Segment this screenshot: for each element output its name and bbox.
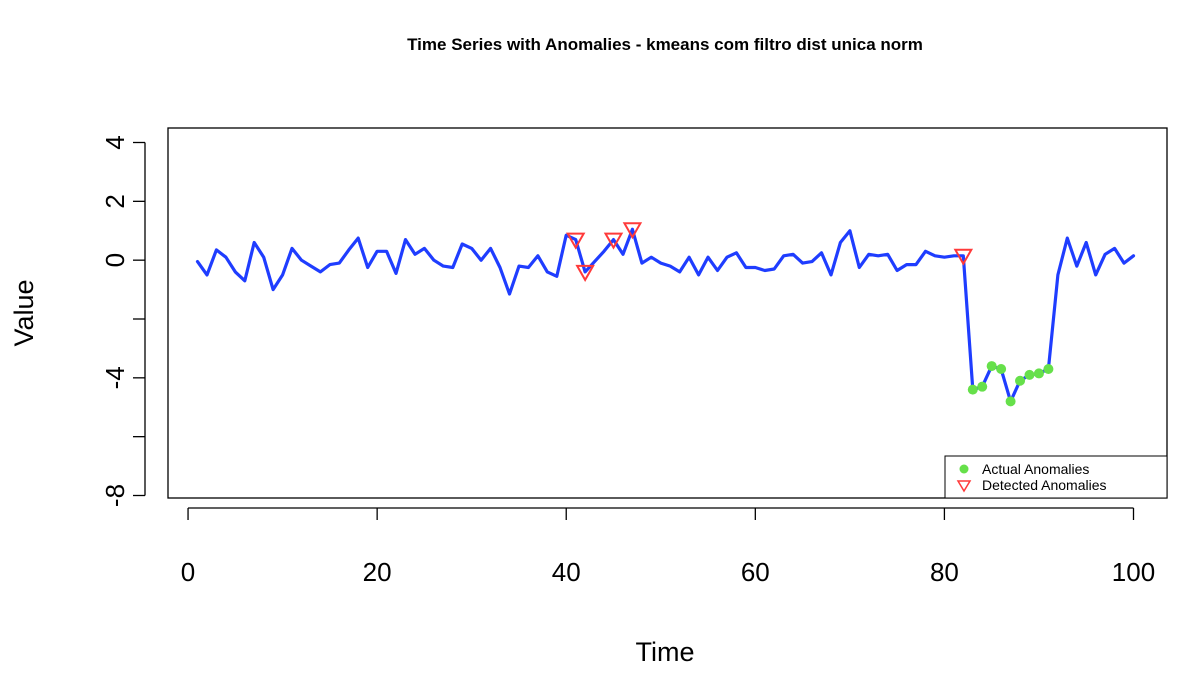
x-tick-label: 60 — [741, 557, 770, 587]
actual-anomaly-point — [1043, 364, 1054, 375]
legend-actual-marker — [959, 464, 969, 474]
y-tick-label: 2 — [100, 194, 130, 208]
actual-anomaly-point — [1024, 369, 1035, 380]
detected-anomaly-point — [622, 222, 643, 240]
x-tick-label: 80 — [930, 557, 959, 587]
x-tick-label: 0 — [181, 557, 195, 587]
detected-anomaly-point — [565, 232, 586, 250]
x-axis: 0 20 40 60 80 100 — [181, 507, 1155, 587]
actual-anomaly-point — [1005, 396, 1016, 407]
plot-frame — [167, 127, 1168, 499]
chart-title: Time Series with Anomalies - kmeans com … — [407, 35, 923, 54]
legend-actual-label: Actual Anomalies — [982, 461, 1089, 477]
detected-anomaly-point — [953, 248, 974, 266]
series-line — [195, 227, 1136, 403]
x-tick-label: 100 — [1112, 557, 1155, 587]
actual-anomaly-point — [1015, 375, 1026, 386]
actual-anomaly-point — [967, 384, 978, 395]
legend-detected-label: Detected Anomalies — [982, 477, 1107, 493]
y-tick-label: 4 — [100, 135, 130, 149]
x-tick-label: 40 — [552, 557, 581, 587]
detected-anomaly-point — [575, 264, 595, 282]
actual-anomaly-point — [986, 361, 997, 372]
legend-box — [944, 455, 1168, 499]
actual-anomaly-point — [1033, 368, 1044, 379]
y-axis: -8 -4 0 2 4 — [100, 135, 146, 507]
y-tick-label: 0 — [100, 253, 130, 267]
y-tick-label: -8 — [100, 484, 130, 507]
x-axis-label: Time — [636, 637, 695, 667]
actual-anomaly-point — [977, 381, 988, 392]
detected-anomalies-layer — [565, 222, 974, 282]
legend: Actual Anomalies Detected Anomalies — [944, 455, 1168, 499]
y-axis-label: Value — [9, 279, 39, 346]
detected-anomaly-point — [603, 232, 624, 250]
y-tick-label: -4 — [100, 366, 130, 389]
legend-detected-marker — [956, 480, 972, 493]
x-tick-label: 20 — [363, 557, 392, 587]
actual-anomalies-layer — [967, 361, 1054, 407]
actual-anomaly-point — [996, 364, 1007, 375]
series-layer — [195, 227, 1136, 403]
